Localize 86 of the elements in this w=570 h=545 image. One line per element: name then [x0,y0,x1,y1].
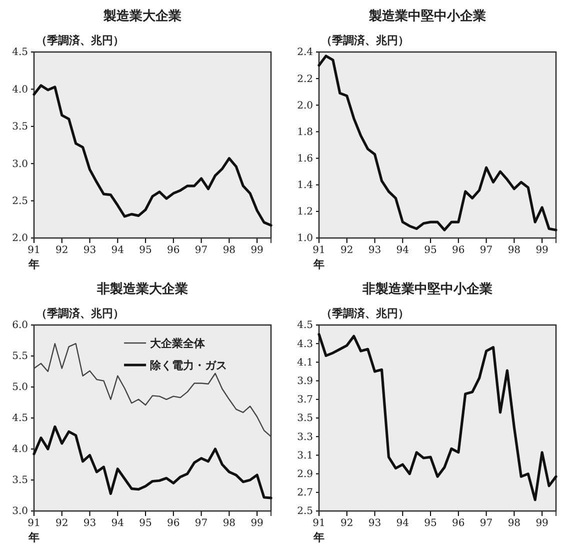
y-tick-label: 4.3 [297,338,313,350]
x-tick-label: 91 [312,518,326,530]
y-tick-label: 3.1 [297,450,313,462]
x-tick-label: 97 [194,245,208,256]
x-tick-label: 99 [250,518,264,530]
line-series [318,333,558,502]
y-axis-title: （季調済、兆円） [36,34,124,47]
x-tick-label: 95 [424,518,437,530]
y-tick-label: 5.0 [12,382,28,394]
x-tick-label: 95 [139,518,152,530]
line-series [318,54,558,232]
x-axis-title: 年 [312,258,324,271]
y-tick-label: 3.3 [297,432,313,443]
y-tick-label: 3.5 [12,475,28,486]
y-tick-label: 3.5 [297,413,313,424]
y-tick-label: 1.8 [297,126,313,138]
y-tick-label: 1.2 [297,206,313,218]
x-tick-label: 93 [368,518,382,530]
x-tick-label: 98 [222,245,236,256]
x-tick-label: 96 [452,245,465,256]
y-tick-label: 3.7 [297,394,313,406]
x-tick-label: 99 [536,245,548,256]
x-axis-title: 年 [312,531,324,544]
legend-label: 大企業全体 [150,337,206,350]
y-tick-label: 1.4 [297,180,313,192]
y-tick-label: 2.5 [297,506,313,518]
x-tick-label: 97 [480,518,493,530]
x-tick-label: 98 [222,518,236,530]
x-tick-label: 95 [139,245,152,256]
y-tick-label: 6.0 [12,320,28,332]
y-tick-label: 5.5 [12,351,28,362]
line-series [32,84,272,227]
y-tick-label: 2.4 [297,47,313,58]
x-tick-label: 94 [396,518,410,530]
x-tick-label: 93 [368,245,382,256]
x-tick-label: 96 [452,518,465,530]
x-tick-label: 92 [340,518,354,530]
y-tick-label: 2.0 [297,100,313,112]
y-tick-label: 2.5 [12,196,28,207]
x-tick-label: 99 [536,518,548,530]
y-tick-label: 4.0 [12,444,28,456]
y-tick-label: 2.7 [297,488,313,499]
x-tick-label: 93 [83,245,96,256]
chart-title: 製造業中堅中小企業 [368,9,486,24]
x-tick-label: 92 [56,518,68,530]
x-axis-title: 年 [28,258,40,271]
y-tick-label: 1.0 [297,233,313,244]
x-tick-label: 99 [250,245,264,256]
x-tick-label: 96 [167,518,180,530]
x-tick-label: 93 [83,518,96,530]
x-tick-label: 95 [424,245,437,256]
x-axis-title: 年 [28,531,40,544]
x-tick-label: 97 [194,518,208,530]
chart-title: 非製造業中堅中小企業 [362,282,492,297]
y-tick-label: 2.9 [297,469,313,480]
x-tick-label: 91 [28,245,40,256]
x-tick-label: 91 [28,518,40,530]
y-tick-label: 4.5 [297,320,313,332]
y-tick-label: 4.0 [12,84,28,96]
y-tick-label: 3.0 [12,506,28,518]
y-axis-title: （季調済、兆円） [36,307,124,320]
x-tick-label: 97 [480,245,493,256]
y-tick-label: 3.0 [12,158,28,170]
x-tick-label: 94 [111,518,124,530]
y-tick-label: 3.5 [12,122,28,133]
x-tick-label: 92 [56,245,68,256]
chart-title: 非製造業大企業 [96,282,188,297]
chart-title: 製造業大企業 [102,9,182,24]
y-axis-title: （季調済、兆円） [321,34,409,47]
line-series [32,425,272,500]
x-tick-label: 98 [508,518,521,530]
x-tick-label: 91 [312,245,326,256]
x-tick-label: 96 [167,245,180,256]
y-tick-label: 2.2 [297,74,313,85]
y-tick-label: 4.1 [297,357,313,368]
legend-label: 除く電力・ガス [150,359,228,372]
x-tick-label: 92 [340,245,354,256]
y-tick-label: 3.9 [297,376,313,387]
y-axis-title: （季調済、兆円） [321,307,409,320]
y-tick-label: 2.0 [12,233,28,244]
x-tick-label: 98 [508,245,521,256]
y-tick-label: 4.5 [12,47,28,58]
y-tick-label: 4.5 [12,413,28,424]
x-tick-label: 94 [111,245,124,256]
x-tick-label: 94 [396,245,410,256]
y-tick-label: 1.6 [297,153,313,164]
